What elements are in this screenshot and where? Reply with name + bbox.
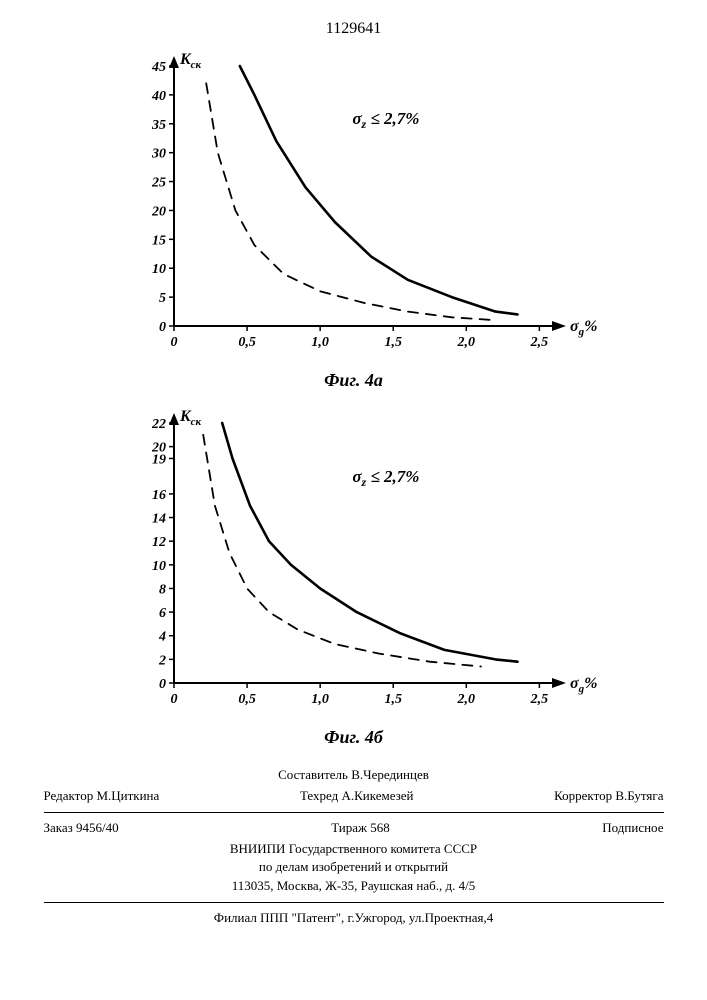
document-number: 1129641: [40, 20, 667, 38]
compiler-row: Составитель В.Черединцев: [44, 766, 664, 785]
svg-text:0: 0: [170, 692, 177, 707]
tirage: Тираж 568: [331, 819, 390, 838]
svg-text:2,0: 2,0: [456, 335, 475, 350]
svg-text:0,5: 0,5: [238, 335, 256, 350]
chart-b: 024681012141619202200,51,01,52,02,5Kскσg…: [104, 405, 604, 721]
svg-text:2,5: 2,5: [529, 335, 548, 350]
svg-text:0: 0: [159, 677, 166, 692]
chart-b-container: 024681012141619202200,51,01,52,02,5Kскσg…: [40, 405, 667, 721]
editor: Редактор М.Циткина: [44, 787, 160, 806]
svg-text:1,0: 1,0: [311, 335, 329, 350]
svg-text:1,5: 1,5: [384, 692, 402, 707]
separator-2: [44, 902, 664, 903]
svg-text:14: 14: [152, 512, 166, 527]
svg-text:2: 2: [158, 653, 166, 668]
svg-text:20: 20: [151, 204, 166, 219]
svg-text:5: 5: [159, 291, 166, 306]
order: Заказ 9456/40: [44, 819, 119, 838]
svg-text:Kск: Kск: [179, 408, 202, 428]
svg-text:σg%: σg%: [570, 675, 597, 695]
svg-text:30: 30: [151, 147, 166, 162]
editor-label: Редактор: [44, 788, 94, 803]
svg-text:0: 0: [170, 335, 177, 350]
compiler-label: Составитель: [278, 767, 348, 782]
chart-a: 0 5 10 15 20 25 30 35 40 45 0 0,5 1,0 1,5 2,0 2,5 Kск σg%…: [104, 48, 604, 364]
svg-text:10: 10: [152, 559, 166, 574]
techred-name: А.Кикемезей: [341, 788, 413, 803]
org-line-2: по делам изобретений и открытий: [44, 858, 664, 877]
svg-text:σz ≤ 2,7%: σz ≤ 2,7%: [352, 109, 419, 131]
techred-label: Техред: [300, 788, 338, 803]
corrector-label: Корректор: [554, 788, 612, 803]
svg-text:16: 16: [152, 488, 166, 503]
corrector-name: В.Бутяга: [615, 788, 663, 803]
corrector: Корректор В.Бутяга: [554, 787, 663, 806]
svg-text:1,0: 1,0: [311, 692, 329, 707]
footer: Составитель В.Черединцев Редактор М.Цитк…: [44, 766, 664, 928]
svg-text:0: 0: [159, 320, 166, 335]
svg-text:2,0: 2,0: [456, 692, 475, 707]
credits-row: Редактор М.Циткина Техред А.Кикемезей Ко…: [44, 787, 664, 806]
svg-text:0,5: 0,5: [238, 692, 256, 707]
compiler-name: В.Черединцев: [351, 767, 429, 782]
chart-b-caption: Фиг. 4б: [40, 727, 667, 748]
svg-text:45: 45: [151, 60, 166, 75]
chart-a-caption: Фиг. 4а: [40, 370, 667, 391]
svg-text:22: 22: [151, 417, 166, 432]
svg-text:35: 35: [151, 118, 166, 133]
svg-text:1,5: 1,5: [384, 335, 402, 350]
separator: [44, 812, 664, 813]
chart-a-container: 0 5 10 15 20 25 30 35 40 45 0 0,5 1,0 1,5 2,0 2,5 Kск σg%…: [40, 48, 667, 364]
editor-name: М.Циткина: [96, 788, 159, 803]
svg-text:10: 10: [152, 262, 166, 277]
svg-text:2,5: 2,5: [529, 692, 548, 707]
svg-text:20: 20: [151, 441, 166, 456]
branch: Филиал ППП "Патент", г.Ужгород, ул.Проек…: [44, 909, 664, 928]
address: 113035, Москва, Ж-35, Раушская наб., д. …: [44, 877, 664, 896]
svg-text:15: 15: [152, 233, 166, 248]
svg-text:8: 8: [159, 582, 166, 597]
subscription: Подписное: [602, 819, 663, 838]
svg-text:12: 12: [152, 535, 166, 550]
svg-text:25: 25: [151, 176, 166, 191]
svg-text:40: 40: [151, 89, 166, 104]
svg-text:6: 6: [159, 606, 166, 621]
svg-text:4: 4: [158, 630, 166, 645]
svg-text:σg%: σg%: [570, 318, 597, 338]
org-line-1: ВНИИПИ Государственного комитета СССР: [44, 840, 664, 859]
techred: Техред А.Кикемезей: [300, 787, 414, 806]
order-row: Заказ 9456/40 Тираж 568 Подписное: [44, 819, 664, 838]
svg-text:Kск: Kск: [179, 51, 202, 71]
svg-text:σz ≤ 2,7%: σz ≤ 2,7%: [352, 467, 419, 489]
